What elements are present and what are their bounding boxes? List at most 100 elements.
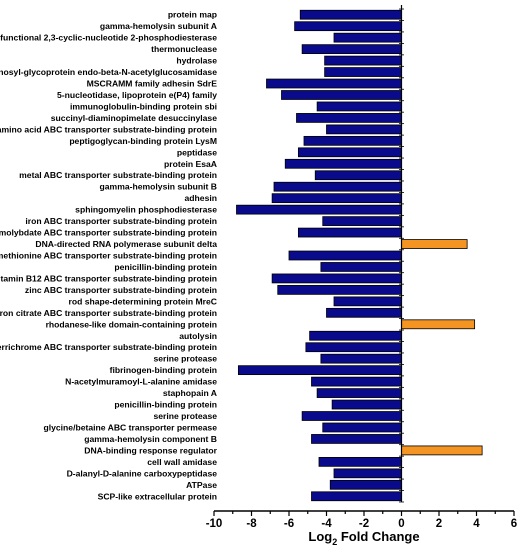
category-label-6: mannosyl-glycoprotein endo-beta-N-acetyl…	[0, 67, 217, 77]
bar-27	[326, 307, 402, 318]
category-label-15: metal ABC transporter substrate-binding …	[19, 170, 217, 180]
category-label-16: gamma-hemolysin subunit B	[100, 182, 217, 192]
bar-19	[322, 216, 402, 226]
x-tick-label-5: -2	[359, 518, 369, 530]
category-label-42: ATPase	[186, 480, 217, 490]
bar-4	[301, 44, 402, 54]
bar-23	[320, 262, 402, 272]
category-label-1: protein map	[168, 10, 217, 20]
bar-9	[316, 101, 402, 112]
x-tick-label-9: 6	[511, 518, 517, 530]
x-axis-title-rest: Fold Change	[337, 529, 419, 544]
axes-group: -10 -8 -6 -4 -2 0 2 4 6	[206, 5, 517, 530]
category-label-36: serine protease	[153, 411, 217, 421]
x-tick-label-3: -6	[284, 518, 294, 530]
category-label-23: penicillin-binding protein	[114, 262, 217, 272]
bar-10	[296, 113, 402, 123]
bar-26	[333, 296, 402, 307]
bar-43	[311, 491, 402, 502]
bar-20	[297, 227, 402, 238]
category-label-41: D-alanyl-D-alanine carboxypeptidase	[67, 468, 218, 478]
bars-group	[236, 9, 483, 502]
x-axis-title-subscript: 2	[332, 537, 337, 547]
category-label-35: penicillin-binding protein	[114, 400, 217, 410]
bar-17	[271, 193, 402, 204]
bar-31	[320, 353, 402, 364]
x-tick-label-2: -8	[246, 518, 257, 530]
x-tick-label-7: 2	[436, 518, 442, 530]
category-label-21: DNA-directed RNA polymerase subunit delt…	[35, 239, 217, 249]
bar-15	[314, 170, 402, 181]
category-label-27: iron citrate ABC transporter substrate-b…	[0, 308, 217, 318]
bar-29	[309, 330, 402, 341]
category-label-17: adhesin	[185, 193, 217, 203]
x-tick-label-6: 0	[398, 518, 404, 530]
category-label-12: peptigoglycan-binding protein LysM	[69, 136, 217, 146]
category-label-25: zinc ABC transporter substrate-binding p…	[25, 285, 217, 295]
bar-28	[401, 319, 476, 330]
bar-1	[299, 9, 402, 20]
category-label-19: iron ABC transporter substrate-binding p…	[25, 216, 217, 226]
category-label-34: staphopain A	[163, 388, 217, 398]
bar-41	[333, 468, 402, 479]
bar-36	[301, 411, 402, 421]
bar-2	[294, 21, 402, 32]
bar-22	[288, 250, 402, 261]
category-label-38: gamma-hemolysin component B	[84, 434, 217, 444]
category-label-4: thermonuclease	[151, 44, 217, 54]
bar-3	[333, 32, 402, 43]
bar-11	[326, 124, 402, 135]
bar-7	[266, 78, 402, 89]
category-label-39: DNA-binding response regulator	[84, 445, 217, 455]
bar-37	[322, 422, 402, 433]
bar-38	[311, 434, 402, 444]
bar-25	[277, 285, 402, 295]
category-label-37: glycine/betaine ABC transporter permease	[43, 422, 217, 432]
x-tick-label-1: -10	[206, 518, 223, 530]
bar-39	[401, 445, 483, 456]
bar-24	[271, 273, 402, 284]
x-tick-label-8: 4	[473, 518, 480, 530]
bar-42	[329, 479, 402, 490]
category-label-18: sphingomyelin phosphodiesterase	[75, 205, 217, 215]
bar-13	[297, 147, 402, 158]
category-label-30: ferrichrome ABC transporter substrate-bi…	[0, 342, 217, 352]
category-label-40: cell wall amidase	[147, 457, 217, 467]
bar-8	[281, 90, 402, 100]
category-label-28: rhodanese-like domain-containing protein	[46, 319, 217, 329]
bar-40	[318, 456, 402, 467]
category-label-7: MSCRAMM family adhesin SdrE	[87, 79, 218, 89]
bar-32	[237, 365, 402, 376]
category-label-9: immunoglobulin-binding protein sbi	[70, 101, 217, 111]
bar-35	[331, 399, 402, 410]
category-label-32: fibrinogen-binding protein	[110, 365, 217, 375]
bar-21	[401, 239, 468, 249]
category-label-8: 5-nucleotidase, lipoprotein e(P4) family	[57, 90, 217, 100]
category-label-2: gamma-hemolysin subunit A	[100, 21, 217, 31]
bar-16	[273, 181, 402, 192]
bar-5	[324, 55, 402, 66]
category-label-11: amino acid ABC transporter substrate-bin…	[0, 124, 217, 134]
category-label-31: serine protease	[153, 354, 217, 364]
category-label-33: N-acetylmuramoyl-L-alanine amidase	[65, 377, 217, 387]
category-label-26: rod shape-determining protein MreC	[69, 296, 218, 306]
x-tick-label-4: -4	[321, 518, 332, 530]
bar-6	[324, 67, 402, 77]
category-label-3: multifunctional 2,3-cyclic-nucleotide 2-…	[0, 33, 217, 43]
bar-14	[284, 158, 402, 169]
category-label-13: peptidase	[177, 147, 217, 157]
bar-33	[311, 376, 402, 387]
bar-30	[305, 342, 402, 353]
bar-12	[303, 135, 402, 146]
bar-18	[236, 204, 402, 215]
category-label-5: hydrolase	[176, 56, 217, 66]
category-label-24: Vitamin B12 ABC transporter substrate-bi…	[0, 273, 217, 283]
category-label-10: succinyl-diaminopimelate desuccinylase	[51, 113, 217, 123]
category-label-43: SCP-like extracellular protein	[98, 491, 217, 501]
bar-34	[316, 388, 402, 398]
category-label-20: molybdate ABC transporter substrate-bind…	[0, 228, 217, 238]
x-axis-title: Log2 Fold Change	[308, 529, 419, 547]
category-label-14: protein EsaA	[164, 159, 217, 169]
